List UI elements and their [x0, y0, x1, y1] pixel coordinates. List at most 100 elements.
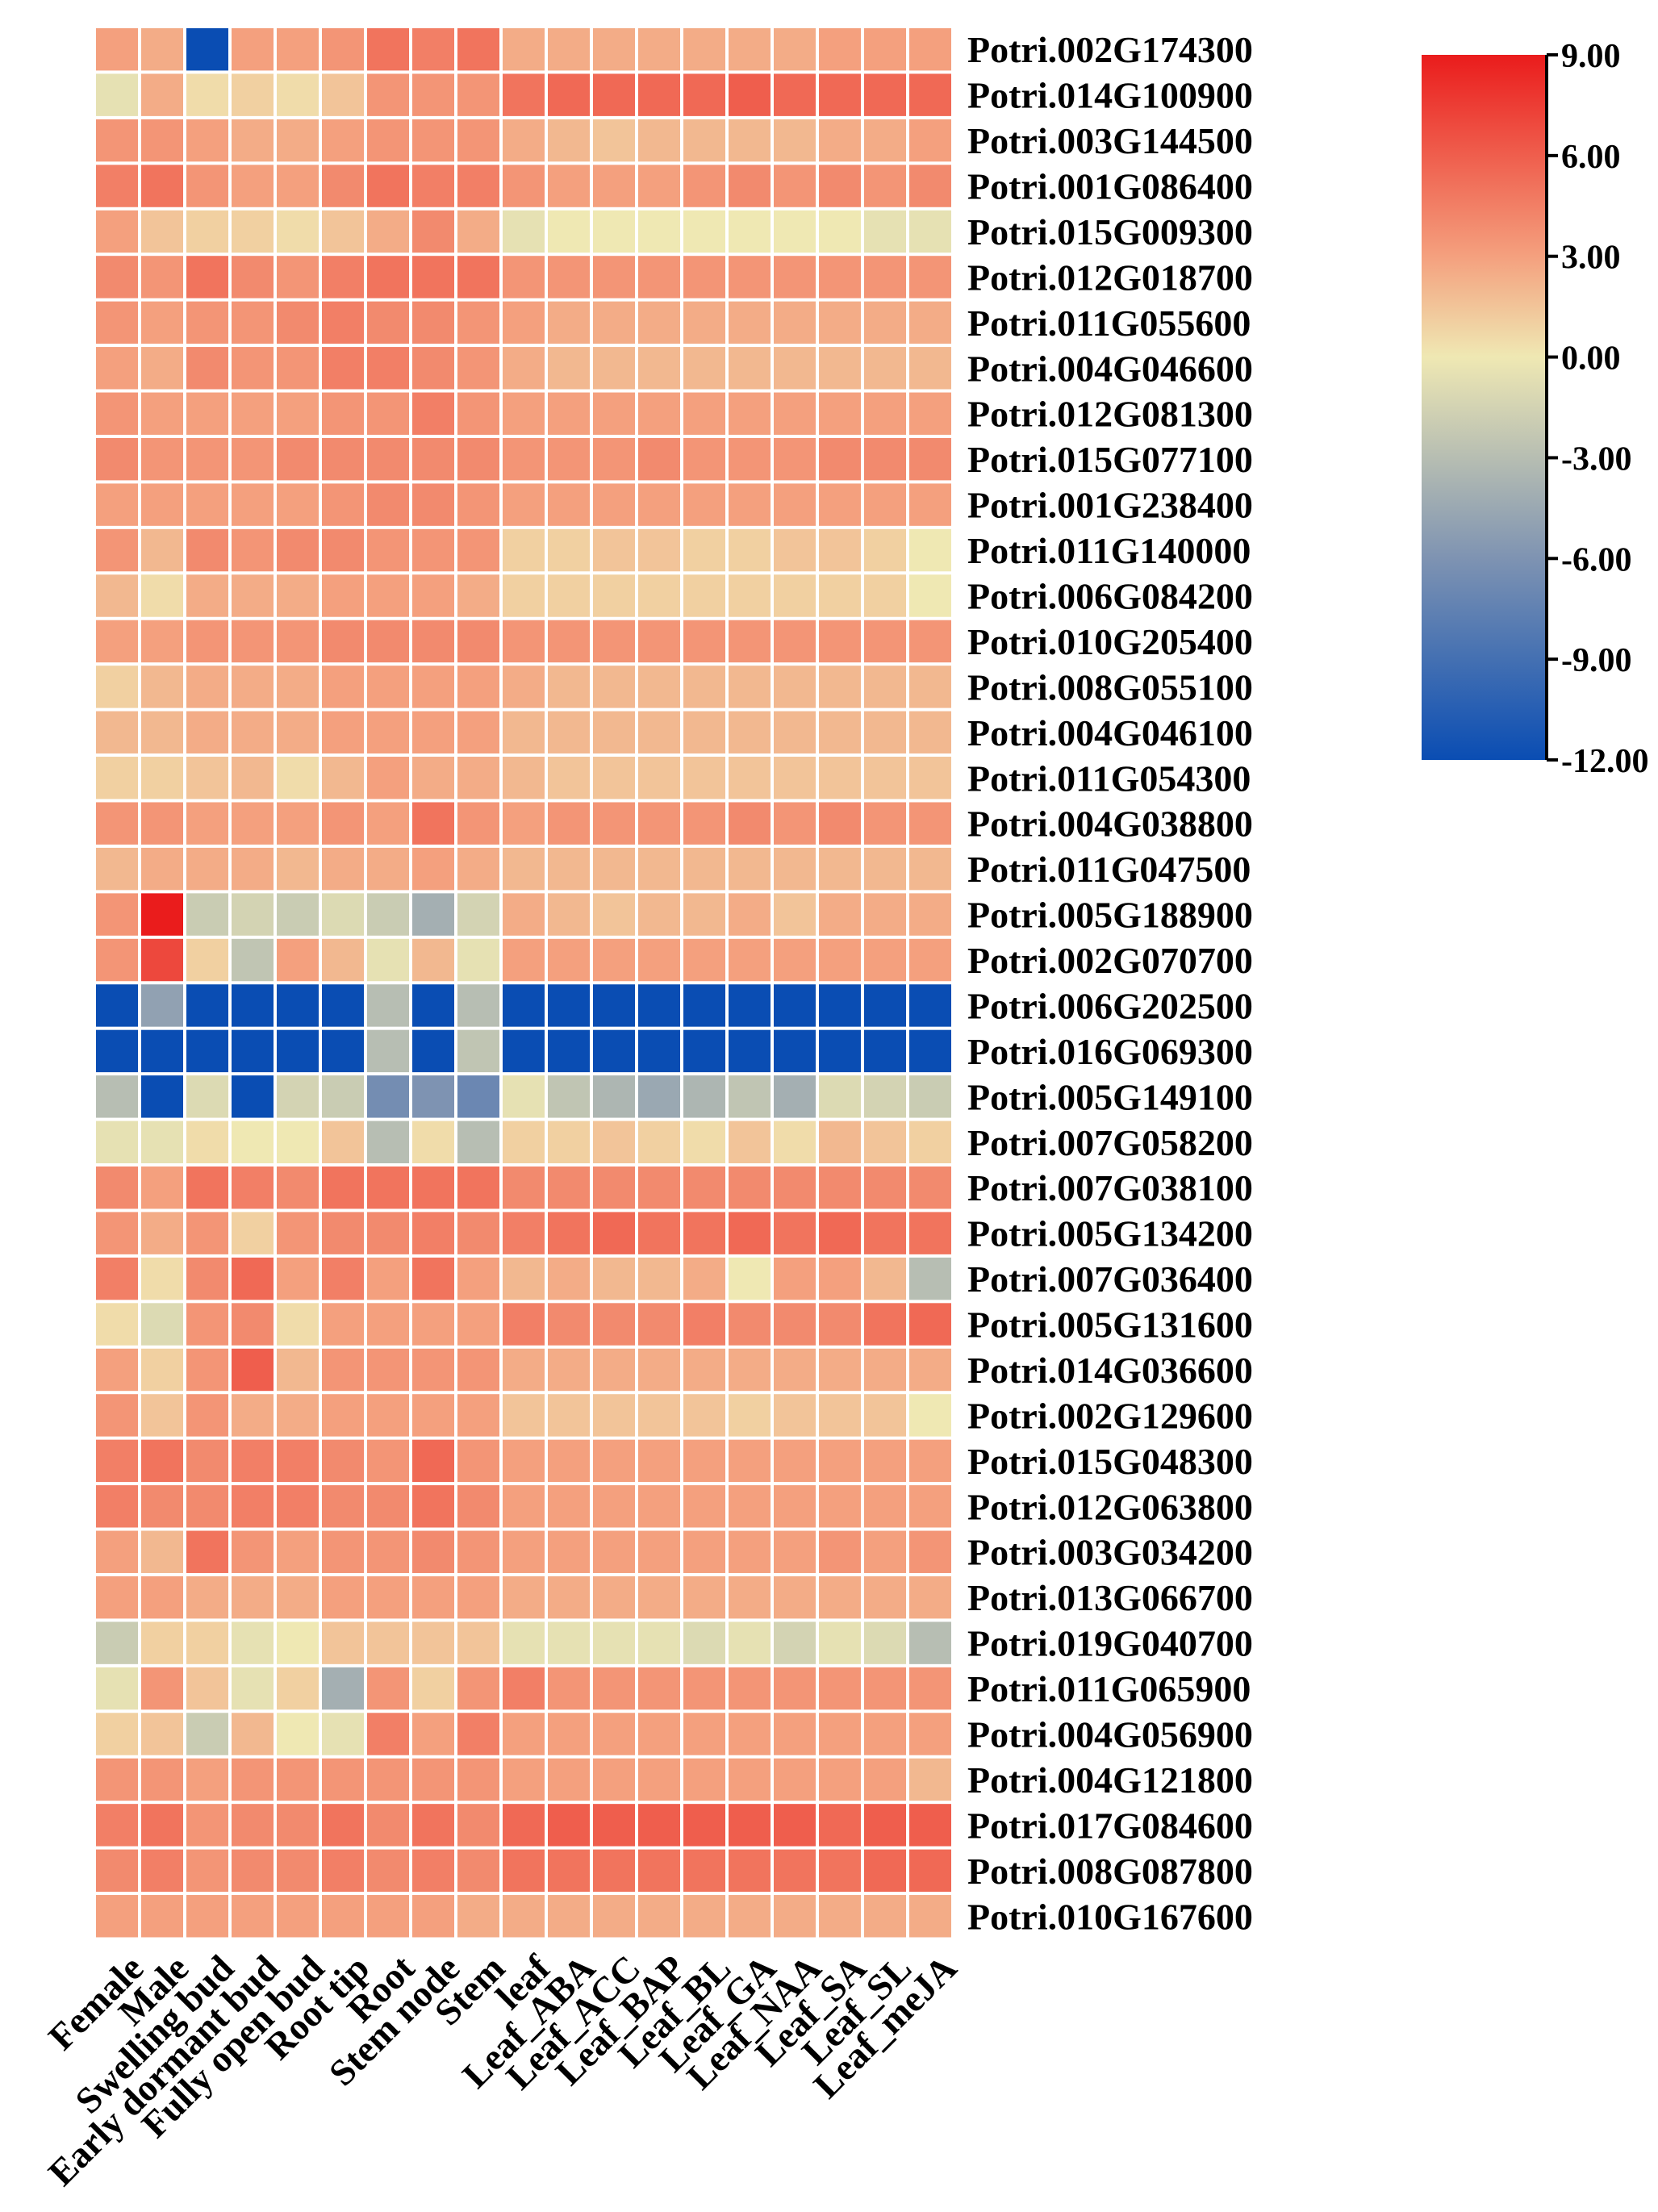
- heatmap-cell: [232, 1895, 274, 1938]
- heatmap-cell: [774, 1029, 816, 1073]
- heatmap-cell: [96, 528, 138, 572]
- heatmap-cell: [774, 1758, 816, 1801]
- heatmap-cell: [503, 574, 545, 617]
- heatmap-cell: [864, 1029, 906, 1073]
- heatmap-cell: [729, 666, 771, 708]
- heatmap-cell: [593, 165, 635, 207]
- heatmap-cell: [96, 483, 138, 526]
- heatmap-cell: [819, 1758, 861, 1801]
- heatmap-cell: [503, 1758, 545, 1801]
- heatmap-cell: [593, 301, 635, 344]
- heatmap-cell: [186, 1485, 228, 1528]
- heatmap-cell: [141, 757, 183, 799]
- heatmap-cell: [593, 893, 635, 936]
- heatmap-cell: [729, 1303, 771, 1346]
- heatmap-cell: [638, 1075, 680, 1118]
- heatmap-cell: [593, 1075, 635, 1118]
- heatmap-cell: [186, 1530, 228, 1573]
- heatmap-cell: [186, 483, 228, 526]
- heatmap-cell: [503, 711, 545, 754]
- heatmap-cell: [367, 1576, 409, 1619]
- heatmap-cell: [909, 1667, 951, 1710]
- heatmap-cell: [503, 1121, 545, 1163]
- heatmap-cell: [367, 210, 409, 253]
- heatmap-cell: [729, 847, 771, 891]
- heatmap-cell: [141, 711, 183, 754]
- heatmap-cell: [141, 802, 183, 845]
- heatmap-cell: [909, 28, 951, 71]
- heatmap-cell: [457, 119, 499, 162]
- heatmap-cell: [548, 1348, 590, 1392]
- heatmap-cell: [593, 666, 635, 708]
- heatmap-cell: [367, 984, 409, 1027]
- heatmap-cell: [322, 802, 364, 845]
- heatmap-cell: [774, 73, 816, 116]
- heatmap-cell: [638, 1394, 680, 1437]
- heatmap-cell: [367, 528, 409, 572]
- heatmap-cell: [96, 1485, 138, 1528]
- heatmap-cell: [774, 1348, 816, 1392]
- heatmap-cell: [909, 711, 951, 754]
- heatmap-cell: [96, 1257, 138, 1300]
- heatmap-cell: [503, 1212, 545, 1254]
- gene-label: Potri.013G066700: [967, 1577, 1253, 1618]
- heatmap-cell: [277, 938, 319, 982]
- heatmap-cell: [186, 757, 228, 799]
- heatmap-cell: [457, 165, 499, 207]
- heatmap-cell: [232, 119, 274, 162]
- heatmap-cell: [638, 1576, 680, 1619]
- heatmap-cell: [729, 392, 771, 435]
- heatmap-cell: [729, 984, 771, 1027]
- heatmap-cell: [367, 666, 409, 708]
- heatmap-cell: [277, 1167, 319, 1209]
- heatmap-cell: [367, 392, 409, 435]
- heatmap-cell: [232, 165, 274, 207]
- heatmap-cell: [232, 437, 274, 481]
- heatmap-cell: [186, 1849, 228, 1893]
- heatmap-cell: [819, 574, 861, 617]
- heatmap-cell: [593, 984, 635, 1027]
- heatmap-cell: [96, 1303, 138, 1346]
- colorbar-tick-label: -3.00: [1561, 440, 1632, 478]
- heatmap-cell: [729, 1439, 771, 1483]
- heatmap-cell: [683, 73, 725, 116]
- heatmap-cell: [96, 1804, 138, 1847]
- heatmap-cell: [819, 256, 861, 298]
- heatmap-cell: [864, 528, 906, 572]
- heatmap-cell: [909, 1849, 951, 1893]
- heatmap-cell: [864, 1576, 906, 1619]
- heatmap-cell: [232, 1257, 274, 1300]
- heatmap-cell: [367, 847, 409, 891]
- colorbar-tick-label: -6.00: [1561, 541, 1632, 578]
- heatmap-cell: [141, 165, 183, 207]
- heatmap-cell: [503, 620, 545, 663]
- heatmap-cell: [683, 1758, 725, 1801]
- heatmap-cell: [909, 1576, 951, 1619]
- heatmap-cell: [503, 301, 545, 344]
- heatmap-cell: [367, 1804, 409, 1847]
- heatmap-cell: [503, 1621, 545, 1664]
- heatmap-cell: [412, 938, 454, 982]
- heatmap-cell: [457, 1167, 499, 1209]
- heatmap-cell: [503, 1485, 545, 1528]
- heatmap-cell: [683, 620, 725, 663]
- heatmap-cell: [593, 1849, 635, 1893]
- heatmap-cell: [186, 1576, 228, 1619]
- gene-label: Potri.004G046600: [967, 348, 1253, 389]
- heatmap-cell: [819, 392, 861, 435]
- heatmap-cell: [729, 210, 771, 253]
- heatmap-cell: [593, 1713, 635, 1755]
- heatmap-cell: [638, 210, 680, 253]
- heatmap-cell: [367, 1394, 409, 1437]
- heatmap-cell: [909, 1621, 951, 1664]
- heatmap-cell: [367, 620, 409, 663]
- heatmap-cell: [277, 1530, 319, 1573]
- heatmap-cell: [232, 1621, 274, 1664]
- heatmap-cell: [909, 301, 951, 344]
- heatmap-cell: [909, 1075, 951, 1118]
- heatmap-cell: [96, 802, 138, 845]
- heatmap-cell: [683, 1075, 725, 1118]
- heatmap-cell: [503, 437, 545, 481]
- heatmap-cell: [367, 73, 409, 116]
- heatmap-cell: [864, 1485, 906, 1528]
